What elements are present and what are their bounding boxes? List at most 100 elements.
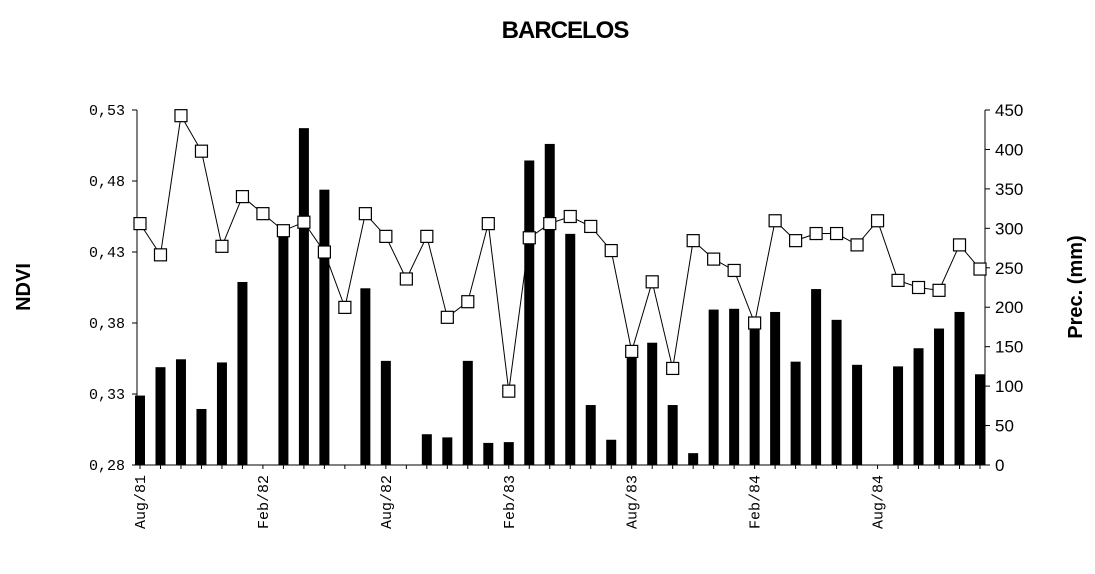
marker xyxy=(215,239,229,253)
x-tick-label: Aug/82 xyxy=(379,475,396,529)
y2-axis-label: Prec. (mm) xyxy=(1065,235,1087,338)
bar xyxy=(462,360,473,465)
marker xyxy=(297,215,311,229)
y2-tick-label: 300 xyxy=(995,219,1023,238)
bar xyxy=(503,442,514,465)
marker xyxy=(235,190,250,204)
bar xyxy=(565,233,576,465)
marker xyxy=(317,245,331,259)
bar xyxy=(975,374,985,465)
x-tick-label: Feb/83 xyxy=(502,475,519,529)
y2-tick-label: 450 xyxy=(995,101,1023,120)
marker xyxy=(666,361,680,376)
marker xyxy=(870,214,885,228)
marker xyxy=(809,226,823,241)
marker xyxy=(358,207,372,221)
marker xyxy=(707,252,721,266)
y-tick-label: 0,28 xyxy=(89,458,125,475)
bar xyxy=(544,143,555,465)
bar xyxy=(237,281,248,465)
bar xyxy=(770,311,781,465)
y2-tick-label: 400 xyxy=(995,140,1023,159)
marker xyxy=(338,300,352,314)
bar xyxy=(708,309,719,465)
bar xyxy=(442,437,453,465)
marker xyxy=(194,144,209,158)
y-tick-label: 0,43 xyxy=(89,245,125,262)
marker xyxy=(952,238,967,252)
marker xyxy=(543,217,557,231)
bar xyxy=(749,316,760,465)
marker xyxy=(932,283,946,297)
marker xyxy=(584,219,598,234)
bar xyxy=(175,359,186,465)
bar xyxy=(729,308,740,465)
bar xyxy=(954,311,965,465)
y-tick-label: 0,48 xyxy=(89,174,125,191)
bar xyxy=(688,453,699,465)
marker xyxy=(502,384,516,398)
marker xyxy=(727,263,741,278)
bar xyxy=(811,289,822,465)
marker xyxy=(911,280,926,295)
y-tick-label: 0,33 xyxy=(89,387,125,404)
x-tick-label: Feb/82 xyxy=(256,475,273,529)
marker xyxy=(645,275,659,289)
marker xyxy=(522,231,536,245)
bar xyxy=(278,233,289,465)
marker xyxy=(748,316,762,330)
bar xyxy=(893,366,904,465)
marker xyxy=(973,262,987,276)
marker xyxy=(276,224,291,238)
y2-tick-label: 100 xyxy=(995,377,1023,396)
marker xyxy=(399,272,413,286)
marker xyxy=(768,214,782,228)
x-tick-label: Feb/84 xyxy=(748,475,765,529)
bar xyxy=(483,442,494,465)
line xyxy=(139,114,981,392)
marker xyxy=(256,207,270,221)
x-tick-label: Aug/81 xyxy=(133,475,150,529)
bar xyxy=(380,360,391,465)
y-tick-label: 0,53 xyxy=(89,103,125,120)
marker xyxy=(789,234,803,248)
marker xyxy=(133,217,147,231)
marker xyxy=(174,109,188,123)
y-tick-label: 0,38 xyxy=(89,316,125,333)
bar xyxy=(647,342,658,465)
marker xyxy=(481,217,495,231)
bar xyxy=(852,364,863,465)
y2-tick-label: 350 xyxy=(995,180,1023,199)
y2-tick-label: 150 xyxy=(995,338,1023,357)
bar xyxy=(524,160,535,465)
marker xyxy=(891,273,905,287)
bar xyxy=(216,362,227,465)
bar xyxy=(319,189,330,465)
y2-tick-label: 0 xyxy=(995,456,1004,475)
y2-tick-label: 50 xyxy=(995,417,1014,436)
bar xyxy=(298,128,309,465)
marker xyxy=(379,229,393,243)
bar xyxy=(831,319,842,465)
marker xyxy=(686,234,700,248)
marker xyxy=(153,248,168,262)
marker xyxy=(604,243,618,258)
y2-tick-label: 200 xyxy=(995,298,1023,317)
marker xyxy=(461,295,475,309)
bar xyxy=(421,434,432,465)
bar xyxy=(606,439,617,465)
marker xyxy=(850,238,864,252)
bar xyxy=(667,405,678,465)
marker xyxy=(440,310,454,324)
bar xyxy=(934,328,945,465)
marker xyxy=(625,344,639,358)
bar xyxy=(913,348,924,465)
bar xyxy=(626,357,637,465)
marker xyxy=(563,209,577,224)
x-tick-label: Aug/83 xyxy=(625,475,642,529)
bar xyxy=(135,395,145,465)
chart-title: BARCELOS xyxy=(502,17,630,44)
bar xyxy=(360,288,371,465)
y2-tick-label: 250 xyxy=(995,259,1023,278)
